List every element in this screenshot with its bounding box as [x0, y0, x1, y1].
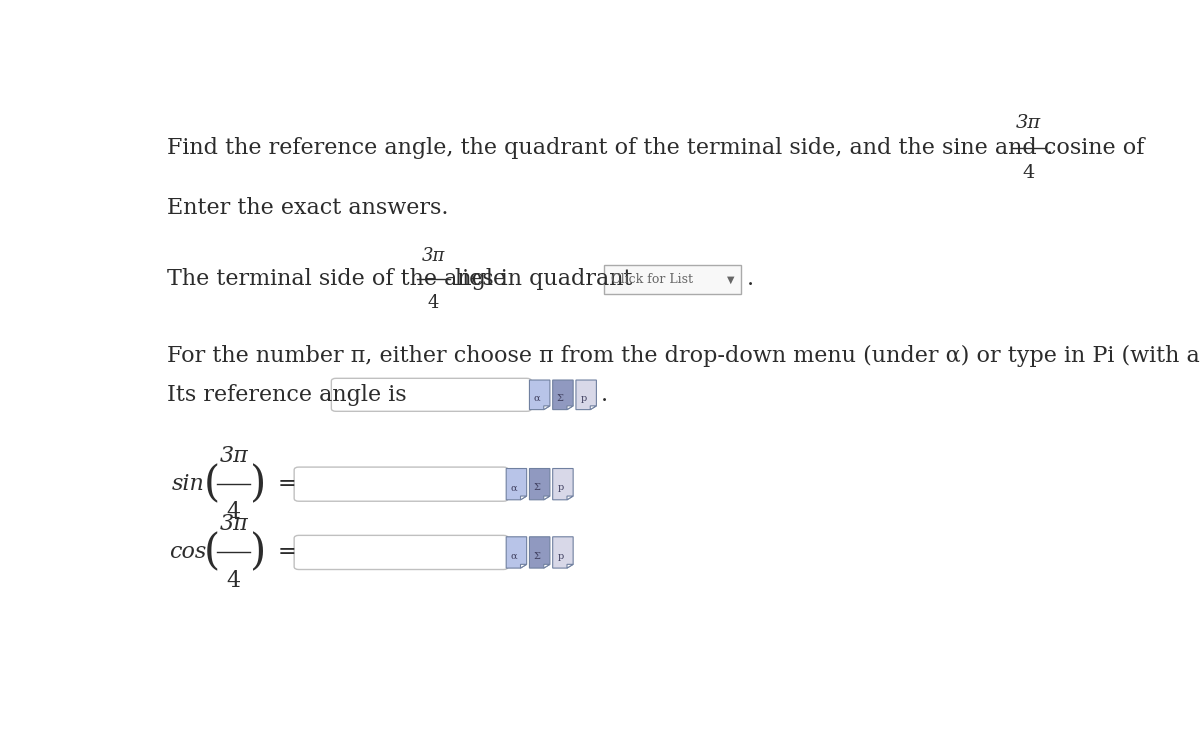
Polygon shape	[590, 406, 596, 409]
Polygon shape	[576, 380, 596, 409]
Polygon shape	[521, 496, 527, 500]
Text: Click for List: Click for List	[611, 273, 694, 286]
FancyBboxPatch shape	[331, 378, 532, 412]
Text: 3π: 3π	[1016, 115, 1042, 132]
Text: Σ: Σ	[534, 483, 541, 492]
Polygon shape	[544, 565, 550, 568]
Text: (: (	[204, 463, 220, 505]
Polygon shape	[568, 496, 574, 500]
Polygon shape	[568, 406, 574, 409]
Text: p: p	[557, 483, 564, 492]
Polygon shape	[568, 565, 574, 568]
Polygon shape	[506, 469, 527, 500]
Text: Enter the exact answers.: Enter the exact answers.	[167, 197, 449, 219]
Text: =: =	[277, 542, 296, 563]
FancyBboxPatch shape	[604, 265, 742, 294]
Text: Σ: Σ	[534, 552, 541, 561]
Text: ): )	[250, 463, 265, 505]
Text: .: .	[601, 384, 608, 406]
Polygon shape	[521, 565, 527, 568]
Text: ): )	[250, 531, 265, 573]
Polygon shape	[529, 469, 550, 500]
Text: α: α	[511, 483, 517, 492]
Text: Its reference angle is: Its reference angle is	[167, 384, 407, 406]
Text: p: p	[557, 552, 564, 561]
Text: Σ: Σ	[557, 394, 564, 403]
FancyBboxPatch shape	[294, 535, 508, 570]
Text: =: =	[277, 473, 296, 495]
Text: sin: sin	[172, 473, 204, 495]
Text: α: α	[534, 394, 540, 403]
Polygon shape	[529, 537, 550, 568]
Text: lies in quadrant: lies in quadrant	[455, 268, 632, 290]
Text: α: α	[511, 552, 517, 561]
Text: 3π: 3π	[220, 514, 248, 535]
Text: .: .	[748, 268, 754, 290]
Text: For the number π, either choose π from the drop-down menu (under α) or type in P: For the number π, either choose π from t…	[167, 345, 1200, 367]
Text: 4: 4	[227, 501, 241, 523]
Polygon shape	[553, 469, 574, 500]
Text: .: .	[1045, 137, 1052, 160]
FancyBboxPatch shape	[294, 467, 508, 501]
Text: (: (	[204, 531, 220, 573]
Text: 4: 4	[1022, 164, 1036, 183]
Text: p: p	[581, 394, 587, 403]
Polygon shape	[544, 496, 550, 500]
Polygon shape	[506, 537, 527, 568]
Text: 4: 4	[428, 293, 439, 312]
Polygon shape	[553, 537, 574, 568]
Polygon shape	[544, 406, 550, 409]
Text: 3π: 3π	[422, 247, 445, 265]
Polygon shape	[529, 380, 550, 409]
Text: Find the reference angle, the quadrant of the terminal side, and the sine and co: Find the reference angle, the quadrant o…	[167, 137, 1144, 160]
Text: 3π: 3π	[220, 445, 248, 467]
Text: 4: 4	[227, 570, 241, 591]
Polygon shape	[553, 380, 574, 409]
Text: ▼: ▼	[726, 274, 734, 285]
Text: The terminal side of the angle: The terminal side of the angle	[167, 268, 506, 290]
Text: cos: cos	[168, 542, 206, 563]
